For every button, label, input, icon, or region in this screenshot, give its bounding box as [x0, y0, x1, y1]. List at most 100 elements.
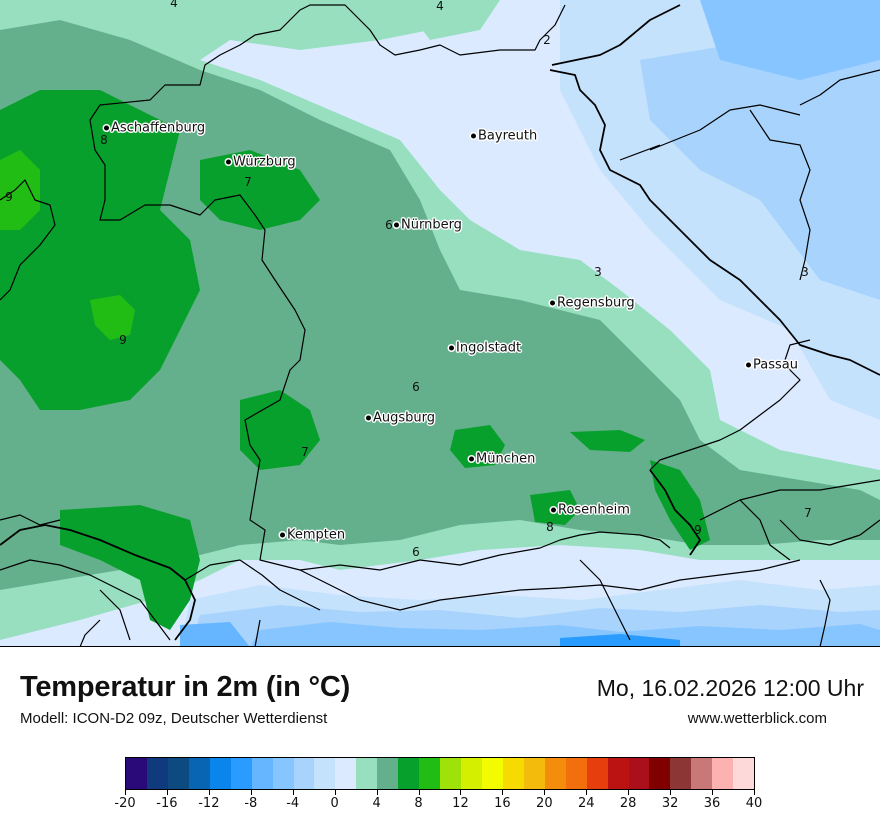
- colorbar-tick-label: 20: [536, 796, 553, 811]
- city-label: Augsburg: [373, 410, 436, 426]
- city-marker: Augsburg: [366, 411, 435, 426]
- colorbar-segment: [126, 758, 147, 789]
- colorbar-tick: [712, 790, 714, 795]
- city-dot-icon: [471, 133, 476, 139]
- colorbar-tick: [166, 790, 168, 795]
- colorbar-tick-label: -4: [286, 796, 300, 811]
- colorbar-tick: [250, 790, 252, 795]
- city-dot-icon: [551, 507, 556, 513]
- colorbar-tick: [586, 790, 588, 795]
- colorbar-segment: [314, 758, 336, 789]
- city-marker: Rosenheim: [551, 503, 630, 518]
- colorbar-tick: [670, 790, 672, 795]
- colorbar-tick: [292, 790, 294, 795]
- colorbar-tick-label: 32: [661, 796, 679, 811]
- colorbar-segment: [565, 758, 587, 789]
- colorbar-segment: [272, 758, 294, 789]
- colorbar-segment: [628, 758, 650, 789]
- city-label: München: [476, 451, 536, 467]
- city-dot-icon: [449, 345, 454, 351]
- contour-value-label: 8: [100, 133, 108, 147]
- colorbar-tick: [460, 790, 462, 795]
- valid-datetime: Mo, 16.02.2026 12:00 Uhr: [596, 675, 864, 701]
- colorbar-tick: [544, 790, 546, 795]
- colorbar-tick-label: -20: [114, 796, 136, 811]
- model-info: Modell: ICON-D2 09z, Deutscher Wetterdie…: [20, 710, 328, 727]
- colorbar-segment: [481, 758, 503, 789]
- colorbar-segment: [293, 758, 315, 789]
- city-label: Passau: [753, 357, 798, 373]
- city-label: Regensburg: [557, 295, 635, 311]
- colorbar-segment: [419, 758, 441, 789]
- contour-value-label: 3: [801, 265, 809, 279]
- contour-value-label: 6: [412, 545, 420, 559]
- city-dot-icon: [469, 456, 474, 462]
- colorbar-tick: [125, 790, 126, 795]
- colorbar-ticks: -20 -16 -12 -8 -4 0 4 8 12 16 20 24 28 32 36 40: [114, 790, 762, 820]
- colorbar-tick: [376, 790, 378, 795]
- city-label: Würzburg: [233, 154, 296, 170]
- contour-value-label: 9: [5, 190, 13, 204]
- colorbar-segment: [377, 758, 399, 789]
- colorbar-segment: [440, 758, 461, 789]
- colorbar-tick-label: 12: [452, 796, 469, 811]
- colorbar-segment: [167, 758, 189, 789]
- contour-value-label: 7: [244, 175, 252, 189]
- city-marker: Würzburg: [226, 155, 296, 170]
- city-dot-icon: [366, 415, 371, 421]
- colorbar-segment: [398, 758, 420, 789]
- colorbar-tick-label: 8: [414, 796, 423, 811]
- colorbar-segment: [523, 758, 545, 789]
- city-label: Ingolstadt: [456, 340, 522, 356]
- map-footer: Temperatur in 2m (in °C) Modell: ICON-D2…: [0, 647, 880, 830]
- colorbar-tick-label: -8: [244, 796, 258, 811]
- city-marker: Nürnberg: [394, 218, 462, 233]
- colorbar-tick-label: 40: [745, 796, 763, 811]
- contour-value-label: 3: [594, 265, 602, 279]
- colorbar-tick-label: 28: [619, 796, 637, 811]
- city-label: Bayreuth: [478, 128, 538, 144]
- colorbar-segment: [188, 758, 210, 789]
- colorbar-segment: [586, 758, 608, 789]
- contour-value-label: 6: [385, 218, 393, 232]
- contour-value-label: 7: [804, 506, 812, 520]
- colorbar-segment: [335, 758, 357, 789]
- colorbar-tick: [754, 790, 755, 795]
- colorbar-tick-label: 16: [494, 796, 511, 811]
- city-dot-icon: [746, 362, 751, 368]
- colorbar-tick: [334, 790, 336, 795]
- colorbar-tick: [502, 790, 504, 795]
- colorbar-tick-label: -16: [156, 796, 178, 811]
- website-link[interactable]: www.wetterblick.com: [687, 710, 827, 727]
- city-label: Rosenheim: [558, 502, 630, 518]
- contour-value-label: 9: [694, 523, 702, 537]
- contour-value-label: 9: [119, 333, 127, 347]
- city-marker: Ingolstadt: [449, 341, 521, 356]
- contour-value-label: 4: [170, 0, 178, 10]
- city-dot-icon: [226, 159, 231, 165]
- city-marker: Aschaffenburg: [104, 121, 205, 136]
- colorbar-tick: [628, 790, 630, 795]
- contour-value-label: 7: [301, 445, 309, 459]
- colorbar: [125, 757, 755, 790]
- colorbar-segment: [230, 758, 252, 789]
- colorbar-tick-label: 4: [372, 796, 381, 811]
- colorbar-segment: [356, 758, 378, 789]
- city-marker: Passau: [746, 358, 798, 373]
- city-marker: Bayreuth: [471, 129, 537, 144]
- temperature-field: [0, 0, 880, 646]
- colorbar-segment: [691, 758, 713, 789]
- colorbar-tick: [208, 790, 210, 795]
- city-label: Nürnberg: [401, 217, 462, 233]
- colorbar-segment: [670, 758, 692, 789]
- borders: [0, 4, 880, 646]
- colorbar-segment: [209, 758, 231, 789]
- colorbar-segment: [461, 758, 482, 789]
- contour-value-label: 2: [543, 33, 551, 47]
- city-marker: München: [469, 452, 535, 467]
- colorbar-segment: [146, 758, 168, 789]
- colorbar-segment: [649, 758, 671, 789]
- contour-value-label: 6: [412, 380, 420, 394]
- city-marker: Regensburg: [550, 296, 635, 311]
- city-dot-icon: [550, 300, 555, 306]
